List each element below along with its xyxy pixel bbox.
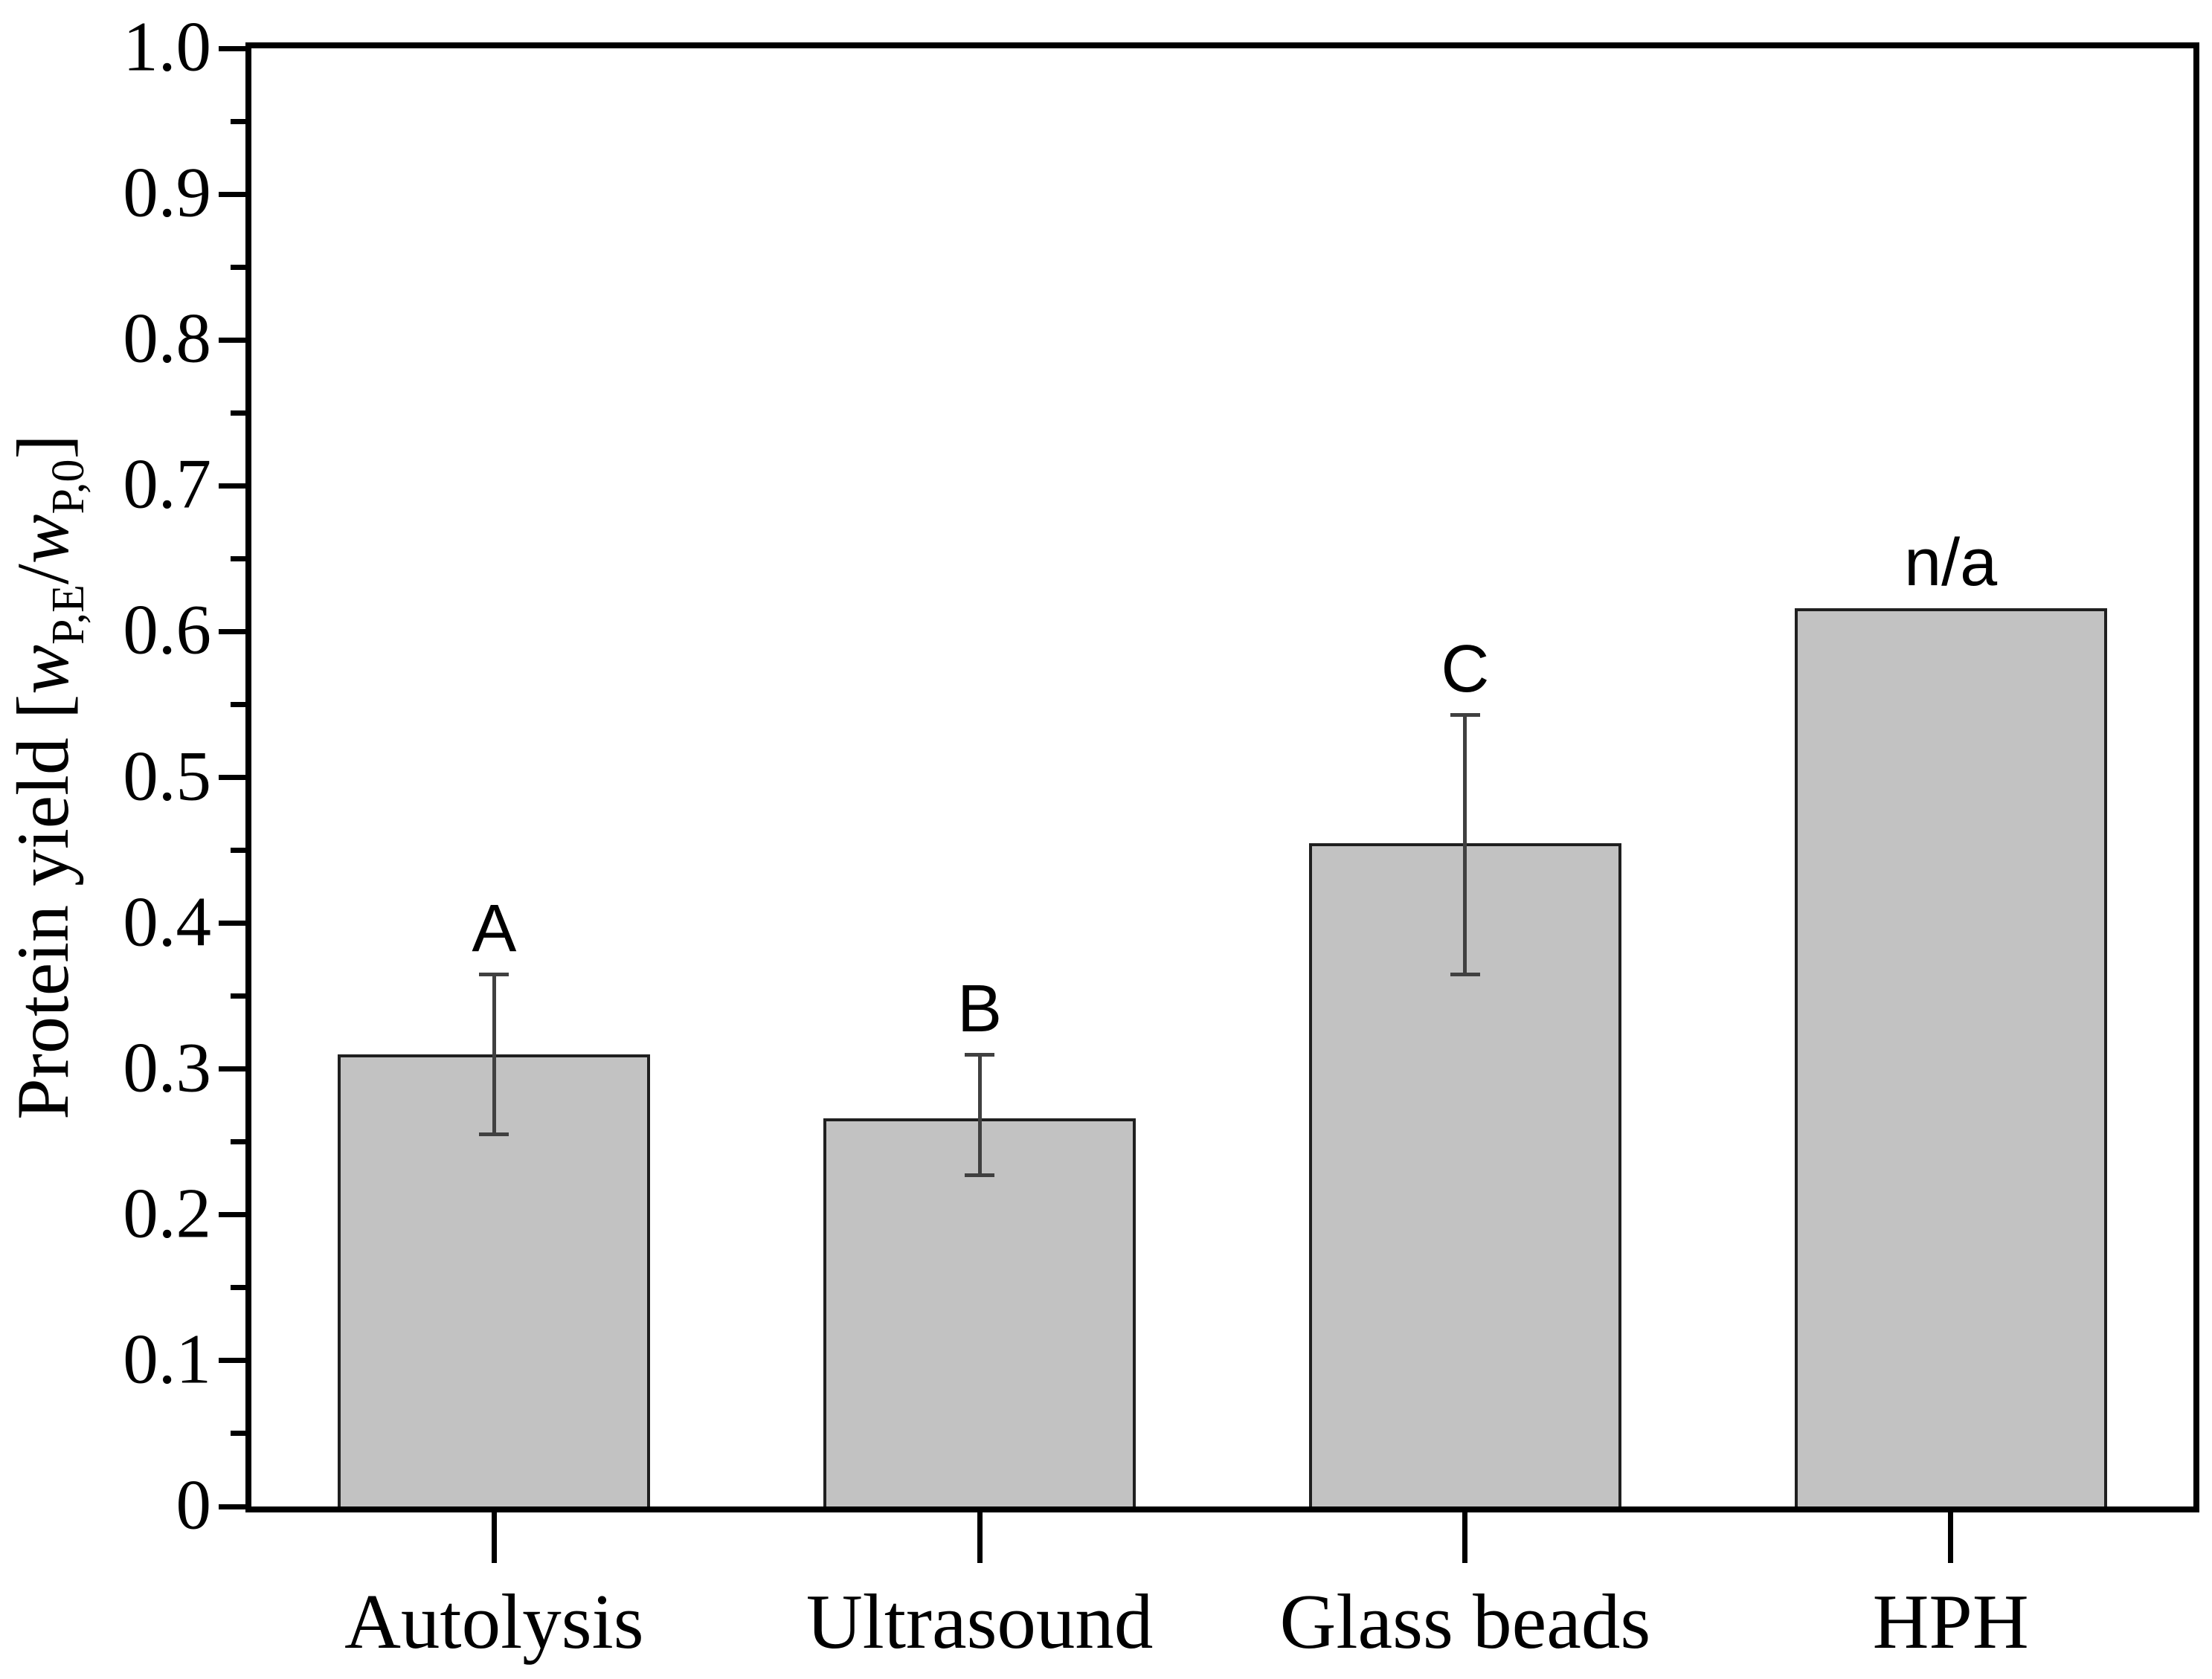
y-axis-minor-tick — [231, 1431, 245, 1437]
bar-significance-label: n/a — [1904, 526, 1998, 601]
y-axis-major-tick — [219, 1066, 245, 1072]
error-bar-cap — [479, 972, 509, 976]
bar-hph — [1794, 608, 2107, 1506]
y-axis-minor-tick — [231, 1139, 245, 1145]
y-axis-major-tick — [219, 775, 245, 780]
y-axis-major-tick — [219, 337, 245, 343]
y-axis-minor-tick — [231, 118, 245, 124]
bar-autolysis — [338, 1054, 651, 1506]
y-axis-tick-label: 0.8 — [123, 298, 211, 378]
error-bar-line — [977, 1054, 982, 1176]
error-bar-cap — [479, 1132, 509, 1137]
y-axis-minor-tick — [231, 848, 245, 854]
error-bar-cap — [1450, 972, 1480, 976]
y-axis-major-tick — [219, 45, 245, 51]
y-axis-major-tick — [219, 921, 245, 926]
bar-significance-label: B — [957, 972, 1003, 1047]
bar-ultrasound — [823, 1118, 1136, 1506]
y-axis-tick-label: 0 — [176, 1465, 212, 1544]
y-axis-tick-label: 0.5 — [123, 736, 211, 816]
y-axis-minor-tick — [231, 410, 245, 416]
y-axis-tick-label: 0.6 — [123, 590, 211, 669]
y-axis-tick-label: 0.7 — [123, 444, 211, 523]
y-axis-major-tick — [219, 483, 245, 489]
y-axis-minor-tick — [231, 555, 245, 561]
error-bar-cap — [1450, 712, 1480, 717]
y-axis-major-tick — [219, 1504, 245, 1509]
y-axis-tick-label: 0.1 — [123, 1319, 211, 1399]
y-axis-minor-tick — [231, 701, 245, 707]
x-axis-tick — [977, 1512, 983, 1563]
y-axis-major-tick — [219, 1212, 245, 1218]
error-bar-cap — [965, 1173, 995, 1178]
plot-area — [245, 42, 2199, 1512]
y-axis-minor-tick — [231, 993, 245, 999]
y-axis-tick-label: 0.4 — [123, 882, 211, 961]
y-axis-title-slash: / — [1, 564, 84, 585]
y-axis-tick-label: 0.9 — [123, 152, 211, 232]
y-axis-major-tick — [219, 1358, 245, 1364]
y-axis-major-tick — [219, 191, 245, 197]
x-axis-tick — [491, 1512, 497, 1563]
y-axis-tick-label: 1.0 — [123, 7, 211, 86]
x-axis-category-label: Ultrasound — [806, 1578, 1154, 1665]
error-bar-cap — [965, 1052, 995, 1057]
x-axis-category-label: HPH — [1872, 1578, 2029, 1665]
error-bar-line — [1463, 715, 1467, 975]
y-axis-tick-label: 0.3 — [123, 1028, 211, 1107]
x-axis-category-label: Glass beads — [1279, 1578, 1651, 1665]
x-axis-category-label: Autolysis — [344, 1578, 644, 1665]
x-axis-tick — [1948, 1512, 1954, 1563]
x-axis-tick — [1462, 1512, 1468, 1563]
y-axis-minor-tick — [231, 1285, 245, 1291]
bar-significance-label: C — [1441, 632, 1490, 707]
y-axis-minor-tick — [231, 264, 245, 270]
y-axis-title-w2: w — [1, 514, 84, 564]
y-axis-major-tick — [219, 628, 245, 634]
error-bar-line — [492, 974, 496, 1135]
y-axis-tick-label: 0.2 — [123, 1173, 211, 1253]
bar-significance-label: A — [472, 892, 517, 967]
